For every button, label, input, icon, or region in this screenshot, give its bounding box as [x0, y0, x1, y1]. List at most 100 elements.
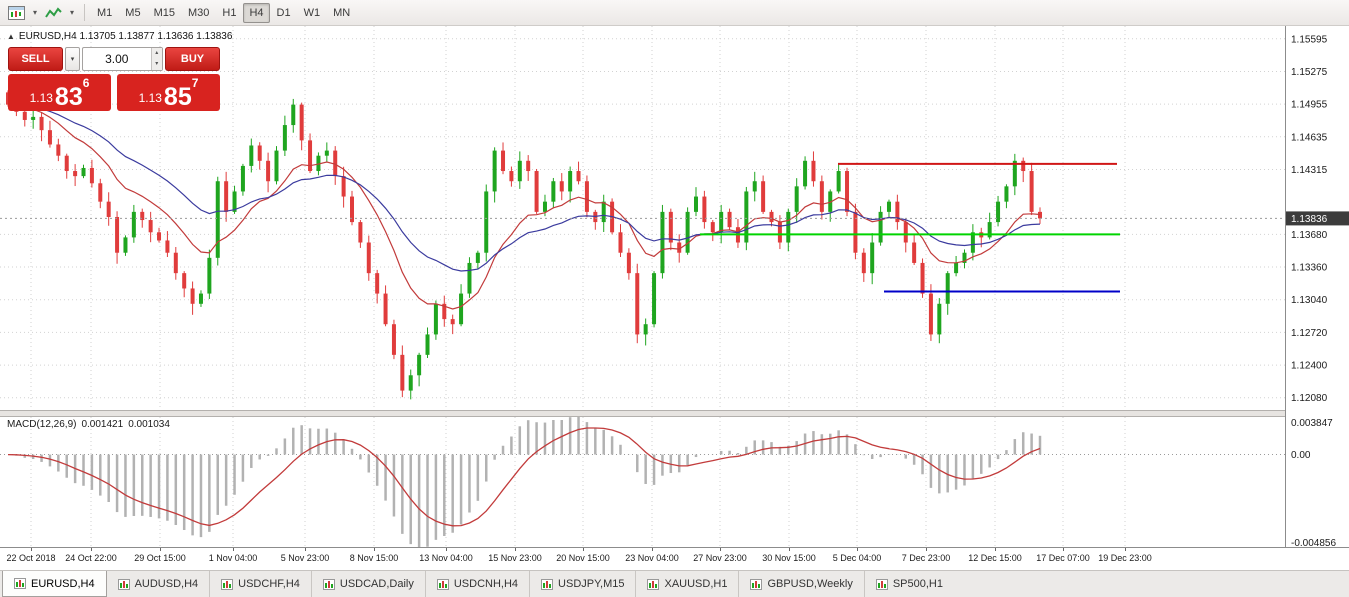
- time-axis[interactable]: 22 Oct 2018 24 Oct 22:00 29 Oct 15:00 1 Nov…: [0, 548, 1349, 570]
- candles-layer: [6, 90, 1042, 400]
- time-axis-tick: [1063, 548, 1064, 551]
- tab-chart-icon: [117, 578, 130, 590]
- chart-tab-bar: EURUSD,H4 AUDUSD,H4 USDCHF,H4 USDCAD,Daily U…: [0, 570, 1349, 597]
- ma-slow-line[interactable]: [7, 104, 1041, 272]
- volume-decrease-button[interactable]: ▾: [151, 59, 162, 70]
- candle-body: [752, 181, 757, 192]
- tab-label: SP500,H1: [892, 578, 943, 590]
- candle-body: [31, 116, 36, 120]
- candle-body: [870, 242, 875, 274]
- time-axis-tick: [374, 548, 375, 551]
- one-click-collapse-arrow[interactable]: ▲: [7, 32, 15, 41]
- volume-input[interactable]: [83, 48, 151, 70]
- tab-USDCHF-H4[interactable]: USDCHF,H4: [209, 571, 311, 597]
- candle-body: [257, 145, 262, 161]
- macd-layer: [0, 417, 1285, 548]
- candle-body: [173, 252, 178, 274]
- tab-USDCAD-Daily[interactable]: USDCAD,Daily: [310, 571, 425, 597]
- tab-XAUUSD-H1[interactable]: XAUUSD,H1: [635, 571, 738, 597]
- tab-SP500-H1[interactable]: SP500,H1: [863, 571, 954, 597]
- candle-body: [1004, 186, 1009, 202]
- candle-body: [702, 196, 707, 223]
- time-axis-label: 1 Nov 04:00: [208, 553, 258, 563]
- timeframe-button-M5[interactable]: M5: [119, 3, 146, 23]
- candle-body: [190, 288, 195, 304]
- time-axis-label: 12 Dec 15:00: [968, 553, 1022, 563]
- candle-body: [417, 354, 422, 376]
- price-axis-label: 1.13680: [1291, 230, 1328, 241]
- buy-price-display[interactable]: 1.13 85 7: [117, 74, 220, 111]
- sell-button[interactable]: SELL: [8, 47, 63, 71]
- price-axis-label: 1.12720: [1291, 328, 1328, 339]
- toolbar: ▾ ▾ M1 M5 M15 M30 H1 H4 D1 W1 MN: [0, 0, 1349, 26]
- candle-body: [937, 303, 942, 335]
- tab-GBPUSD-Weekly[interactable]: GBPUSD,Weekly: [738, 571, 863, 597]
- volume-increase-button[interactable]: ▴: [151, 48, 162, 59]
- candle-body: [886, 201, 891, 212]
- candle-body: [920, 262, 925, 294]
- indicators-button[interactable]: [42, 2, 65, 23]
- tab-chart-icon: [875, 578, 888, 590]
- indicators-dropdown[interactable]: ▾: [66, 2, 78, 23]
- timeframe-button-MN[interactable]: MN: [327, 3, 356, 23]
- candle-body: [282, 125, 287, 151]
- tab-EURUSD-H4[interactable]: EURUSD,H4: [2, 571, 107, 597]
- timeframe-button-M1[interactable]: M1: [91, 3, 118, 23]
- candle-body: [777, 222, 782, 243]
- volume-stepper: ▴ ▾: [150, 48, 162, 70]
- timeframe-button-M15[interactable]: M15: [148, 3, 181, 23]
- tab-label: GBPUSD,Weekly: [767, 578, 853, 590]
- macd-axis-zero: 0.00: [1291, 450, 1311, 461]
- timeframe-button-H1[interactable]: H1: [216, 3, 242, 23]
- ma-fast-line[interactable]: [7, 104, 1041, 310]
- candle-body: [123, 237, 128, 253]
- timeframe-button-W1[interactable]: W1: [298, 3, 327, 23]
- timeframe-button-M30[interactable]: M30: [182, 3, 215, 23]
- candle-body: [467, 262, 472, 294]
- buy-price-pips: 85: [163, 82, 192, 111]
- tab-chart-icon: [221, 578, 234, 590]
- candle-body: [450, 319, 455, 325]
- candle-body: [433, 303, 438, 335]
- candle-body: [391, 324, 396, 355]
- candle-body: [618, 232, 623, 253]
- current-price-badge-text: 1.13836: [1291, 214, 1328, 225]
- time-axis-tick: [446, 548, 447, 551]
- sell-price-display[interactable]: 1.13 83 6: [8, 74, 111, 111]
- candle-body: [660, 211, 665, 274]
- chart-canvas[interactable]: 1.155951.152751.149551.146351.143151.136…: [0, 26, 1349, 548]
- volume-field: ▴ ▾: [82, 47, 163, 71]
- time-axis-tick: [305, 548, 306, 551]
- time-axis-tick: [160, 548, 161, 551]
- chart-window-dropdown[interactable]: ▾: [29, 2, 41, 23]
- candle-body: [131, 211, 136, 238]
- order-type-dropdown[interactable]: ▾: [65, 47, 80, 71]
- candle-body: [224, 181, 229, 212]
- candle-body: [375, 273, 380, 294]
- time-axis-label: 29 Oct 15:00: [134, 553, 186, 563]
- candle-body: [383, 293, 388, 325]
- buy-button[interactable]: BUY: [165, 47, 220, 71]
- timeframe-button-D1[interactable]: D1: [271, 3, 297, 23]
- chart-window-button[interactable]: [5, 2, 28, 23]
- time-axis-label: 22 Oct 2018: [6, 553, 56, 563]
- tab-label: USDJPY,M15: [558, 578, 625, 590]
- time-axis-label: 5 Dec 04:00: [832, 553, 882, 563]
- time-axis-label: 23 Nov 04:00: [625, 553, 679, 563]
- candle-body: [157, 232, 162, 241]
- tab-USDJPY-M15[interactable]: USDJPY,M15: [529, 571, 635, 597]
- tab-USDCNH-H4[interactable]: USDCNH,H4: [424, 571, 529, 597]
- candle-body: [299, 104, 304, 141]
- candle-body: [64, 155, 69, 172]
- tab-chart-icon: [750, 578, 763, 590]
- time-axis-tick: [91, 548, 92, 551]
- candle-body: [694, 196, 698, 212]
- candle-body: [996, 201, 1001, 223]
- time-axis-label: 24 Oct 22:00: [65, 553, 117, 563]
- candle-body: [945, 273, 950, 304]
- candle-body: [425, 334, 430, 355]
- candle-body: [324, 150, 329, 156]
- tab-AUDUSD-H4[interactable]: AUDUSD,H4: [107, 571, 210, 597]
- candle-body: [333, 150, 338, 177]
- timeframe-button-H4[interactable]: H4: [243, 2, 270, 23]
